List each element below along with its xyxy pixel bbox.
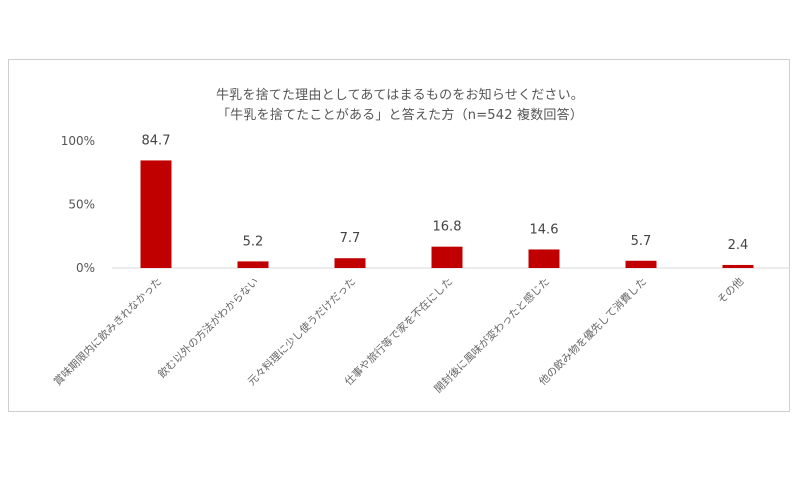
data-label: 5.2	[243, 234, 264, 249]
category-label: 飲む以外の方法がわからない	[155, 275, 261, 381]
y-tick-label: 100%	[61, 134, 95, 148]
bar	[722, 264, 754, 268]
category-label: 開封後に風味が変わったと感じた	[432, 275, 553, 396]
data-label: 16.8	[433, 220, 462, 235]
category-label: 他の飲み物を優先して消費した	[536, 275, 649, 388]
category-label: 元々料理に少し使うだけだった	[245, 275, 358, 388]
bar	[237, 261, 269, 268]
bar	[140, 160, 172, 268]
category-label: 仕事や旅行等で家を不在にした	[342, 275, 455, 388]
data-label: 5.7	[631, 234, 652, 249]
bar	[528, 249, 560, 268]
bar	[431, 246, 463, 268]
bar	[334, 258, 366, 268]
category-label: その他	[715, 275, 747, 307]
data-label: 7.7	[340, 231, 361, 246]
bar	[625, 260, 657, 268]
chart-title: 牛乳を捨てた理由としてあてはまるものをお知らせください。	[215, 88, 585, 103]
y-tick-label: 0%	[76, 261, 95, 275]
data-label: 2.4	[728, 238, 749, 253]
data-label: 84.7	[142, 133, 171, 148]
data-label: 14.6	[530, 222, 559, 237]
chart-frame	[8, 59, 790, 412]
category-label: 賞味期限内に飲みきれなかった	[51, 275, 164, 388]
y-tick-label: 50%	[68, 198, 95, 212]
chart-subtitle: 「牛乳を捨てたことがある」と答えた方（n=542 複数回答）	[216, 108, 584, 123]
